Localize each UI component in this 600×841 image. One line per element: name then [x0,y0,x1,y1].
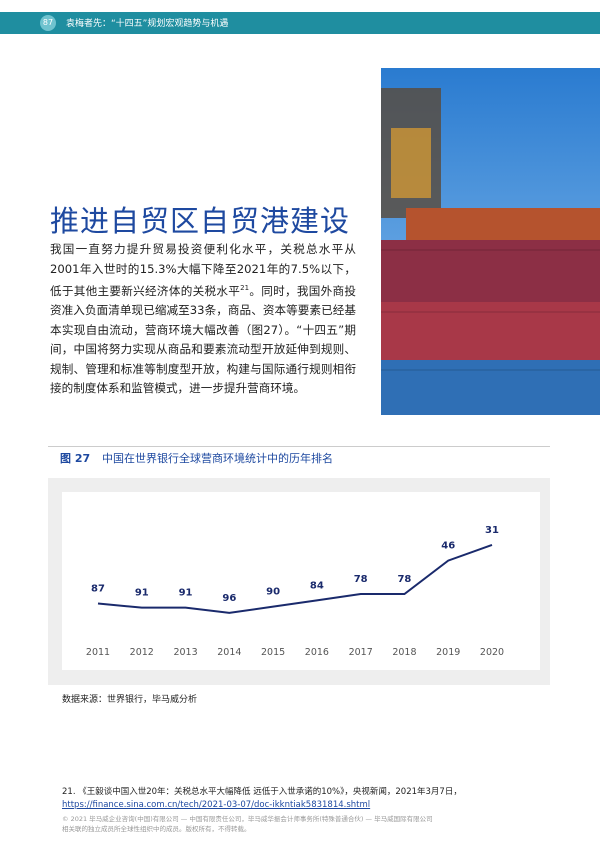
photo [381,68,600,415]
data-label: 90 [266,587,280,598]
chart: 2011 2012 2013 2014 2015 2016 2017 2018 2019 2020… [48,478,550,685]
data-label: 91 [135,588,149,599]
data-label: 46 [441,541,455,552]
x-tick-label: 2011 [86,647,110,658]
x-tick-label: 2017 [349,647,373,658]
header-bar [0,12,600,34]
data-label: 87 [91,583,105,594]
data-label: 96 [222,593,236,604]
x-tick-label: 2014 [217,647,241,658]
data-label: 91 [179,588,193,599]
footnote-text: 21. 《王毅谈中国入世20年：关税总水平大幅降低 远低于入世承诺的10%》，央… [62,787,462,797]
footnote: 21. 《王毅谈中国入世20年：关税总水平大幅降低 远低于入世承诺的10%》，央… [62,786,562,812]
x-tick-label: 2013 [173,647,197,658]
copyright: © 2021 毕马威企业咨询(中国)有限公司 — 中国有限责任公司，毕马威华振会… [62,814,433,834]
body-text: 。同时，我国外商投资准入负面清单现已缩减至33条，商品、资本等要素已经基本实现自… [50,283,356,396]
x-tick-label: 2019 [436,647,460,658]
chart-title: 中国在世界银行全球营商环境统计中的历年排名 [102,452,333,465]
data-label: 78 [354,574,368,585]
footnote-ref: 21 [240,284,250,292]
data-line [97,543,493,614]
copyright-line: © 2021 毕马威企业咨询(中国)有限公司 — 中国有限责任公司，毕马威华振会… [62,815,433,823]
divider [48,446,550,447]
copyright-line: 相关联的独立成员所全球性组织中的成员。版权所有，不得转载。 [62,825,251,833]
footnote-link[interactable]: https://finance.sina.com.cn/tech/2021-03… [62,800,371,810]
data-label: 84 [310,580,324,591]
x-tick-label: 2012 [130,647,154,658]
data-label: 31 [485,525,499,536]
source-note: 数据来源：世界银行，毕马威分析 [62,695,198,705]
data-label: 78 [397,574,411,585]
header-title: 袁梅者先：“十四五”规划宏观趋势与机遇 [66,19,229,29]
x-tick-label: 2015 [261,647,285,658]
figure-label: 图 27 [60,452,91,465]
x-tick-label: 2016 [305,647,329,658]
x-tick-label: 2020 [480,647,504,658]
body-text: 我国一直努力提升贸易投资便利化水平，关税总水平从2001年入世时的15.3%大幅… [50,242,356,298]
section-title: 推进自贸区自贸港建设 [50,204,351,238]
x-tick-label: 2018 [392,647,416,658]
page-number: 87 [40,15,56,31]
body-text: 我国一直努力提升贸易投资便利化水平，关税总水平从2001年入世时的15.3%大幅… [50,240,356,399]
